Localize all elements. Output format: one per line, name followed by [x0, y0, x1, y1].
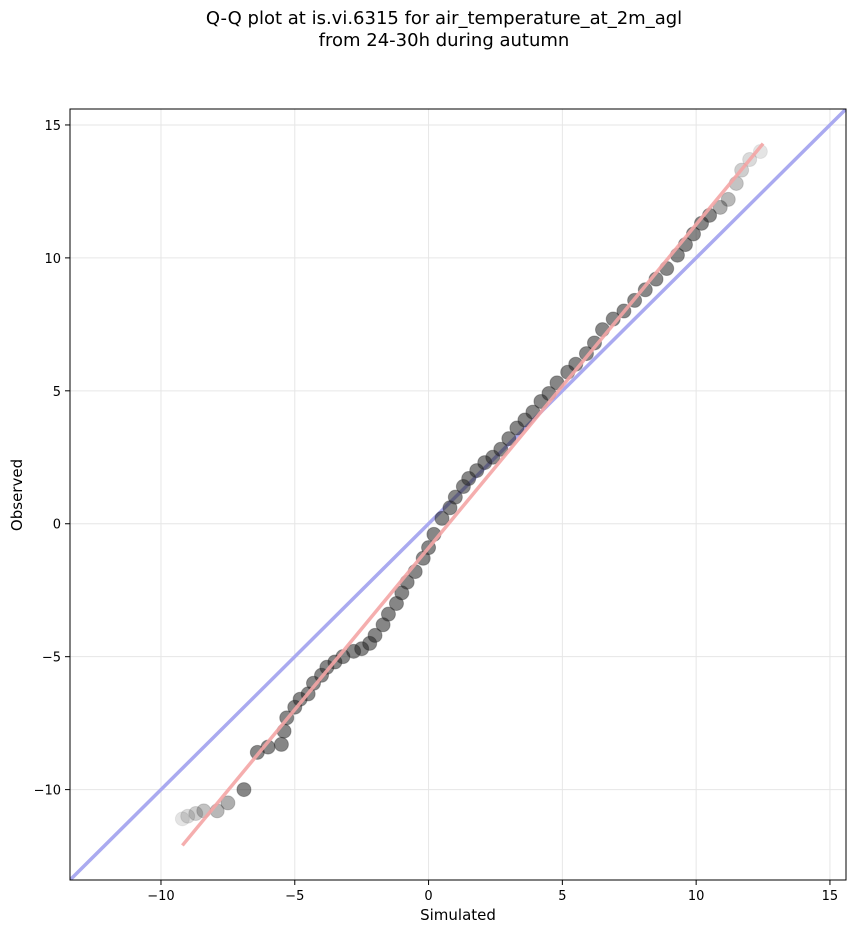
- quantile-point: [188, 806, 204, 822]
- quantile-point: [180, 808, 196, 824]
- quantile-point: [434, 510, 450, 526]
- quantile-point: [637, 282, 653, 298]
- x-axis-label: Simulated: [420, 906, 496, 924]
- x-tick-label: −10: [147, 889, 174, 904]
- quantile-point: [174, 811, 190, 827]
- y-tick-label: 10: [44, 252, 61, 267]
- fit-line: [181, 142, 765, 847]
- quantile-point: [220, 795, 236, 811]
- chart-title: Q-Q plot at is.vi.6315 for air_temperatu…: [205, 8, 683, 51]
- x-tick-label: 15: [822, 889, 839, 904]
- x-tick-label: 10: [688, 889, 705, 904]
- grid: [70, 109, 846, 880]
- fit-line-layer: [181, 142, 765, 847]
- quantile-point: [447, 489, 463, 505]
- quantile-point: [720, 191, 736, 207]
- quantile-point: [273, 736, 289, 752]
- y-tick-label: 15: [44, 119, 61, 134]
- y-tick-label: −10: [34, 784, 61, 799]
- y-tick-label: −5: [42, 651, 61, 666]
- x-tick-label: −5: [285, 889, 304, 904]
- quantile-point: [501, 431, 517, 447]
- quantile-point: [493, 441, 509, 457]
- quantile-point: [380, 606, 396, 622]
- axes: −10 −5 0 5 10 15 −10 −5 0 5 10 15: [34, 108, 847, 904]
- y-tick-label: 0: [53, 518, 61, 533]
- plot-frame: [69, 108, 847, 881]
- quantile-point: [367, 627, 383, 643]
- x-tick-label: 5: [558, 889, 566, 904]
- y-axis-label: Observed: [8, 459, 26, 531]
- y-tick-label: 5: [53, 385, 61, 400]
- quantile-point: [712, 199, 728, 215]
- x-tick-label: 0: [424, 889, 432, 904]
- quantile-point: [236, 782, 252, 798]
